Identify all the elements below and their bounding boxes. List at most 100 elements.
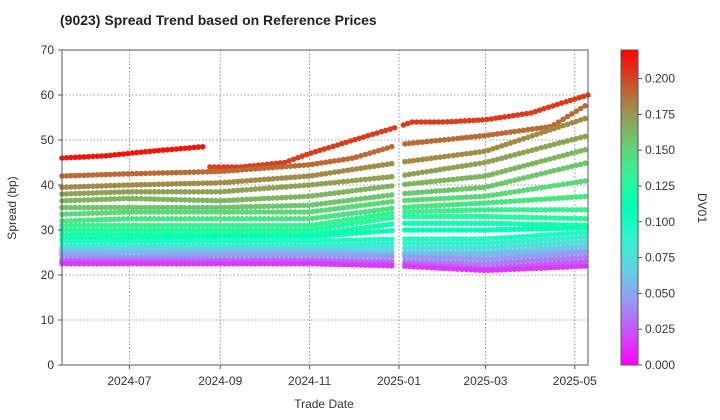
data-point	[402, 158, 408, 165]
data-point	[243, 178, 250, 184]
data-point	[569, 239, 575, 246]
data-point	[226, 197, 232, 204]
data-point	[485, 207, 492, 213]
data-point	[221, 222, 228, 229]
data-point	[252, 222, 259, 229]
data-point	[182, 189, 188, 195]
data-point	[450, 152, 457, 159]
data-point	[68, 211, 74, 217]
data-point	[551, 141, 558, 148]
data-point	[243, 252, 250, 258]
data-point	[463, 162, 470, 169]
data-point	[538, 226, 544, 232]
data-point	[94, 222, 100, 229]
data-point	[296, 174, 303, 180]
data-point	[283, 238, 290, 245]
data-point	[406, 220, 413, 227]
data-point	[441, 240, 448, 247]
data-point	[383, 127, 389, 134]
data-point	[573, 194, 580, 200]
data-point	[199, 252, 206, 258]
data-point	[147, 216, 153, 222]
data-point	[572, 96, 578, 102]
data-point	[446, 220, 452, 227]
data-point	[230, 216, 237, 222]
data-point	[501, 114, 508, 120]
data-point	[340, 222, 347, 228]
data-point	[340, 252, 347, 259]
data-point	[400, 122, 407, 128]
data-point	[468, 240, 474, 247]
data-point	[498, 207, 505, 213]
data-point	[292, 216, 298, 222]
data-point	[459, 260, 465, 266]
data-point	[239, 216, 245, 222]
data-point	[362, 224, 369, 231]
data-point	[547, 215, 553, 221]
data-point	[503, 179, 509, 186]
data-point	[542, 257, 549, 263]
data-point	[533, 237, 540, 243]
data-point	[305, 261, 312, 267]
data-point	[76, 231, 83, 238]
data-point	[208, 168, 215, 175]
data-point	[472, 267, 479, 273]
data-point	[336, 179, 342, 185]
data-point	[199, 227, 206, 233]
data-point	[327, 206, 333, 213]
y-tick-label: 50	[41, 133, 55, 147]
data-point	[111, 222, 118, 229]
data-point	[270, 252, 276, 258]
data-point	[296, 261, 303, 267]
data-point	[529, 147, 536, 153]
colorbar	[620, 49, 639, 366]
data-point	[94, 204, 100, 211]
data-point	[577, 105, 584, 112]
data-point	[353, 203, 360, 209]
data-point	[415, 203, 421, 210]
data-point	[283, 175, 290, 181]
x-tick-label: 2025-05	[553, 374, 597, 388]
data-point	[120, 216, 127, 222]
data-point	[366, 262, 373, 269]
data-point	[252, 238, 259, 245]
data-point	[208, 209, 215, 215]
data-point	[419, 254, 426, 261]
data-point	[582, 254, 588, 260]
data-point	[582, 193, 588, 200]
data-point	[63, 222, 70, 229]
data-point	[347, 138, 354, 144]
data-point	[503, 198, 509, 205]
data-point	[191, 238, 197, 245]
data-point	[221, 238, 228, 245]
data-point	[510, 112, 517, 119]
data-point	[511, 214, 518, 220]
data-point	[94, 153, 100, 159]
data-point	[63, 261, 70, 267]
data-point	[582, 215, 588, 222]
data-point	[292, 202, 298, 209]
data-point	[265, 209, 272, 215]
data-point	[90, 261, 96, 267]
data-point	[511, 234, 518, 240]
data-point	[427, 119, 433, 125]
data-point	[494, 144, 501, 151]
data-point	[459, 236, 465, 242]
data-point	[120, 195, 127, 202]
data-point	[147, 261, 153, 267]
data-point	[252, 216, 259, 222]
data-point	[107, 182, 114, 189]
data-point	[532, 108, 539, 115]
data-point	[243, 238, 250, 245]
data-point	[239, 227, 245, 233]
data-point	[169, 238, 175, 245]
data-point	[72, 217, 78, 224]
data-point	[498, 155, 505, 162]
data-point	[418, 119, 424, 125]
data-point	[325, 144, 332, 151]
data-point	[582, 207, 588, 213]
data-point	[252, 196, 259, 202]
data-point	[155, 238, 162, 245]
data-point	[261, 261, 268, 267]
